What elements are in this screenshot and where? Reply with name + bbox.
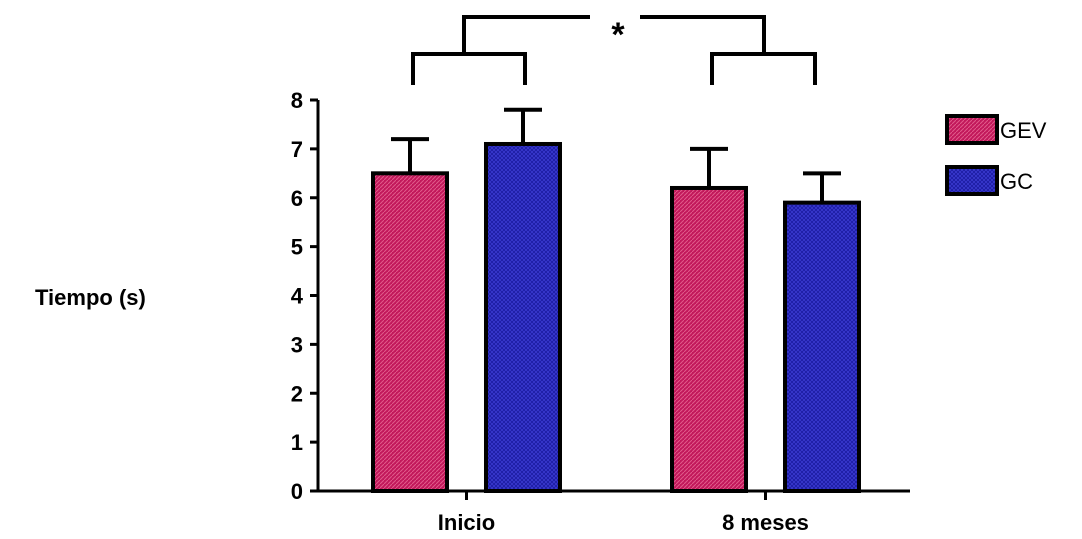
legend-label-gc: GC <box>1000 169 1033 194</box>
bracket-top-left <box>462 15 590 54</box>
bars <box>371 141 861 494</box>
legend-swatch-gc <box>945 165 999 196</box>
significance-asterisk: * <box>611 16 625 54</box>
bracket-8-meses <box>710 52 817 85</box>
category-labels: Inicio 8 meses <box>438 491 809 535</box>
y-tick-label: 8 <box>291 88 303 113</box>
y-tick-label: 5 <box>291 235 303 260</box>
legend-label-gev: GEV <box>1000 118 1047 143</box>
bar-gc-inicio <box>484 141 562 494</box>
bracket-inicio <box>411 52 527 85</box>
significance-bracket <box>411 15 817 85</box>
y-tick-label: 1 <box>291 430 303 455</box>
y-tick-label: 2 <box>291 381 303 406</box>
y-ticks: 0 1 2 3 4 5 6 7 8 <box>291 88 318 504</box>
y-tick-label: 3 <box>291 332 303 357</box>
y-tick-label: 6 <box>291 186 303 211</box>
category-label: 8 meses <box>722 510 809 535</box>
category-label: Inicio <box>438 510 495 535</box>
y-axis-label: Tiempo (s) <box>35 285 146 310</box>
bar-gev-inicio <box>371 171 449 493</box>
y-tick-label: 0 <box>291 479 303 504</box>
legend-swatch-gev <box>945 114 999 145</box>
y-tick-label: 7 <box>291 137 303 162</box>
y-tick-label: 4 <box>291 284 304 309</box>
error-bars <box>391 107 841 203</box>
bar-gev-8-meses <box>670 185 748 493</box>
bracket-top-right <box>640 15 766 54</box>
bar-gc-8-meses <box>783 200 861 493</box>
legend: GEV GC <box>945 114 1047 196</box>
